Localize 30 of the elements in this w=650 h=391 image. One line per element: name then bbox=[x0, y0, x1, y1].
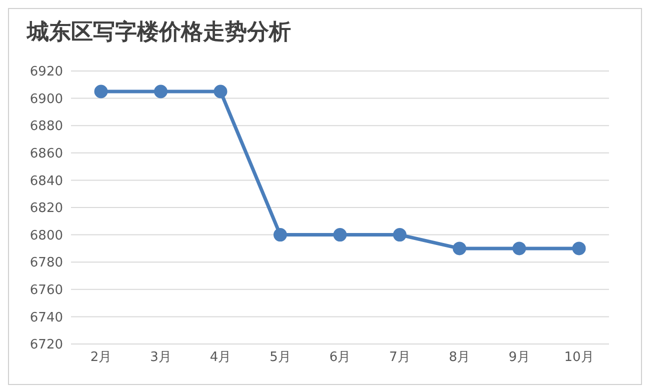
y-tick-label: 6760 bbox=[30, 283, 63, 298]
x-tick-label: 8月 bbox=[448, 350, 470, 366]
point bbox=[214, 84, 228, 98]
y-tick-label: 6900 bbox=[30, 92, 63, 107]
y-tick-label: 6840 bbox=[30, 174, 63, 189]
y-tick-label: 6720 bbox=[30, 338, 63, 353]
y-tick-label: 6860 bbox=[30, 146, 63, 162]
point bbox=[333, 228, 347, 242]
y-tick-label: 6920 bbox=[30, 64, 63, 80]
y-tick-label: 6820 bbox=[30, 201, 63, 216]
point bbox=[154, 84, 168, 98]
point bbox=[393, 228, 406, 242]
y-tick-label: 6880 bbox=[30, 119, 63, 134]
y-tick-label: 6800 bbox=[30, 228, 63, 244]
y-tick-label: 6740 bbox=[30, 310, 63, 326]
point bbox=[512, 242, 526, 256]
y-tick-label: 6780 bbox=[30, 256, 63, 271]
point bbox=[274, 228, 287, 242]
x-tick-label: 5月 bbox=[270, 350, 291, 366]
x-tick-label: 2月 bbox=[90, 350, 112, 366]
point bbox=[452, 242, 466, 256]
x-tick-label: 6月 bbox=[329, 350, 351, 366]
point bbox=[94, 84, 108, 98]
chart-title: 城东区写字楼价格走势分析 bbox=[27, 18, 291, 47]
x-tick-label: 3月 bbox=[150, 350, 172, 366]
x-tick-label: 9月 bbox=[508, 350, 530, 366]
x-tick-label: 4月 bbox=[210, 350, 232, 366]
x-tick-label: 10月 bbox=[564, 350, 594, 366]
x-tick-label: 7月 bbox=[389, 350, 410, 366]
point bbox=[572, 242, 586, 256]
